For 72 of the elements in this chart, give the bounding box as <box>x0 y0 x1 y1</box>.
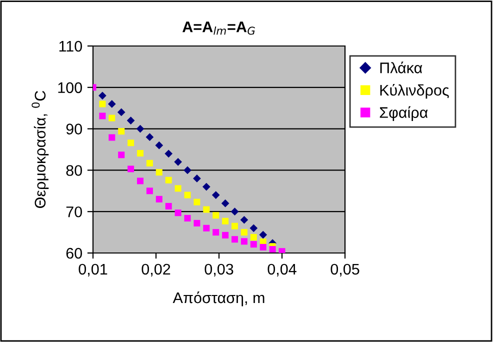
point <box>128 140 134 146</box>
point <box>250 234 257 241</box>
point <box>194 198 200 206</box>
point <box>99 112 106 120</box>
y-tick-label: 110 <box>59 40 82 52</box>
point <box>128 166 134 172</box>
point <box>164 150 173 158</box>
legend-label: Πλάκα <box>380 62 422 74</box>
point <box>108 100 116 108</box>
x-tick-label: 0,01 <box>78 264 108 276</box>
y-tick-label: 80 <box>66 165 82 176</box>
point <box>222 232 229 238</box>
point <box>240 216 248 224</box>
point <box>231 236 238 243</box>
y-tick-label: 100 <box>58 82 82 94</box>
point <box>250 241 257 248</box>
x-tick-label: 0,05 <box>330 264 360 276</box>
point <box>278 248 286 253</box>
point <box>221 199 230 208</box>
point <box>212 212 220 219</box>
point <box>222 218 229 224</box>
point <box>146 133 154 142</box>
point <box>98 92 106 100</box>
point <box>146 160 153 166</box>
point <box>184 166 192 174</box>
y-tick-label: 90 <box>66 124 82 134</box>
point <box>136 178 144 184</box>
point <box>155 141 164 150</box>
point <box>212 229 220 236</box>
point <box>108 134 116 141</box>
point <box>174 210 182 216</box>
point <box>184 214 191 222</box>
x-axis-title: Απόσταση, m <box>172 292 264 306</box>
point <box>212 191 220 199</box>
point <box>136 124 144 133</box>
point <box>193 174 201 182</box>
point <box>184 192 191 198</box>
point <box>146 188 153 194</box>
point <box>240 229 248 236</box>
chart-title: A=A$_{lm}$=A$_{G}$ <box>182 22 255 35</box>
point <box>99 100 106 108</box>
point <box>259 230 268 239</box>
x-tick-label: 0,03 <box>204 264 234 276</box>
point <box>203 224 210 232</box>
point <box>108 114 116 122</box>
point <box>118 152 125 158</box>
legend-label: Σφαίρα <box>380 106 428 121</box>
legend-label: Κύλινδρος <box>380 84 449 99</box>
x-tick-label: 0,04 <box>268 264 296 276</box>
point <box>117 108 126 116</box>
point <box>126 116 135 124</box>
point <box>118 128 125 135</box>
point <box>202 182 210 191</box>
point <box>250 224 258 232</box>
point <box>165 202 172 210</box>
y-tick-label: 70 <box>66 206 82 218</box>
point <box>240 238 248 245</box>
point <box>174 158 182 166</box>
point <box>231 222 238 230</box>
point <box>269 246 276 253</box>
point <box>194 220 200 226</box>
point <box>156 196 162 202</box>
point <box>260 244 266 250</box>
x-tick-label: 0,02 <box>142 264 170 276</box>
y-axis-title: Θερμοκρασία, $^{0}$C <box>32 90 49 208</box>
y-tick-label: 60 <box>66 248 82 259</box>
point <box>174 185 182 192</box>
point <box>230 208 239 216</box>
point <box>165 176 172 184</box>
point <box>156 169 162 176</box>
point <box>203 206 210 213</box>
point <box>136 150 144 156</box>
